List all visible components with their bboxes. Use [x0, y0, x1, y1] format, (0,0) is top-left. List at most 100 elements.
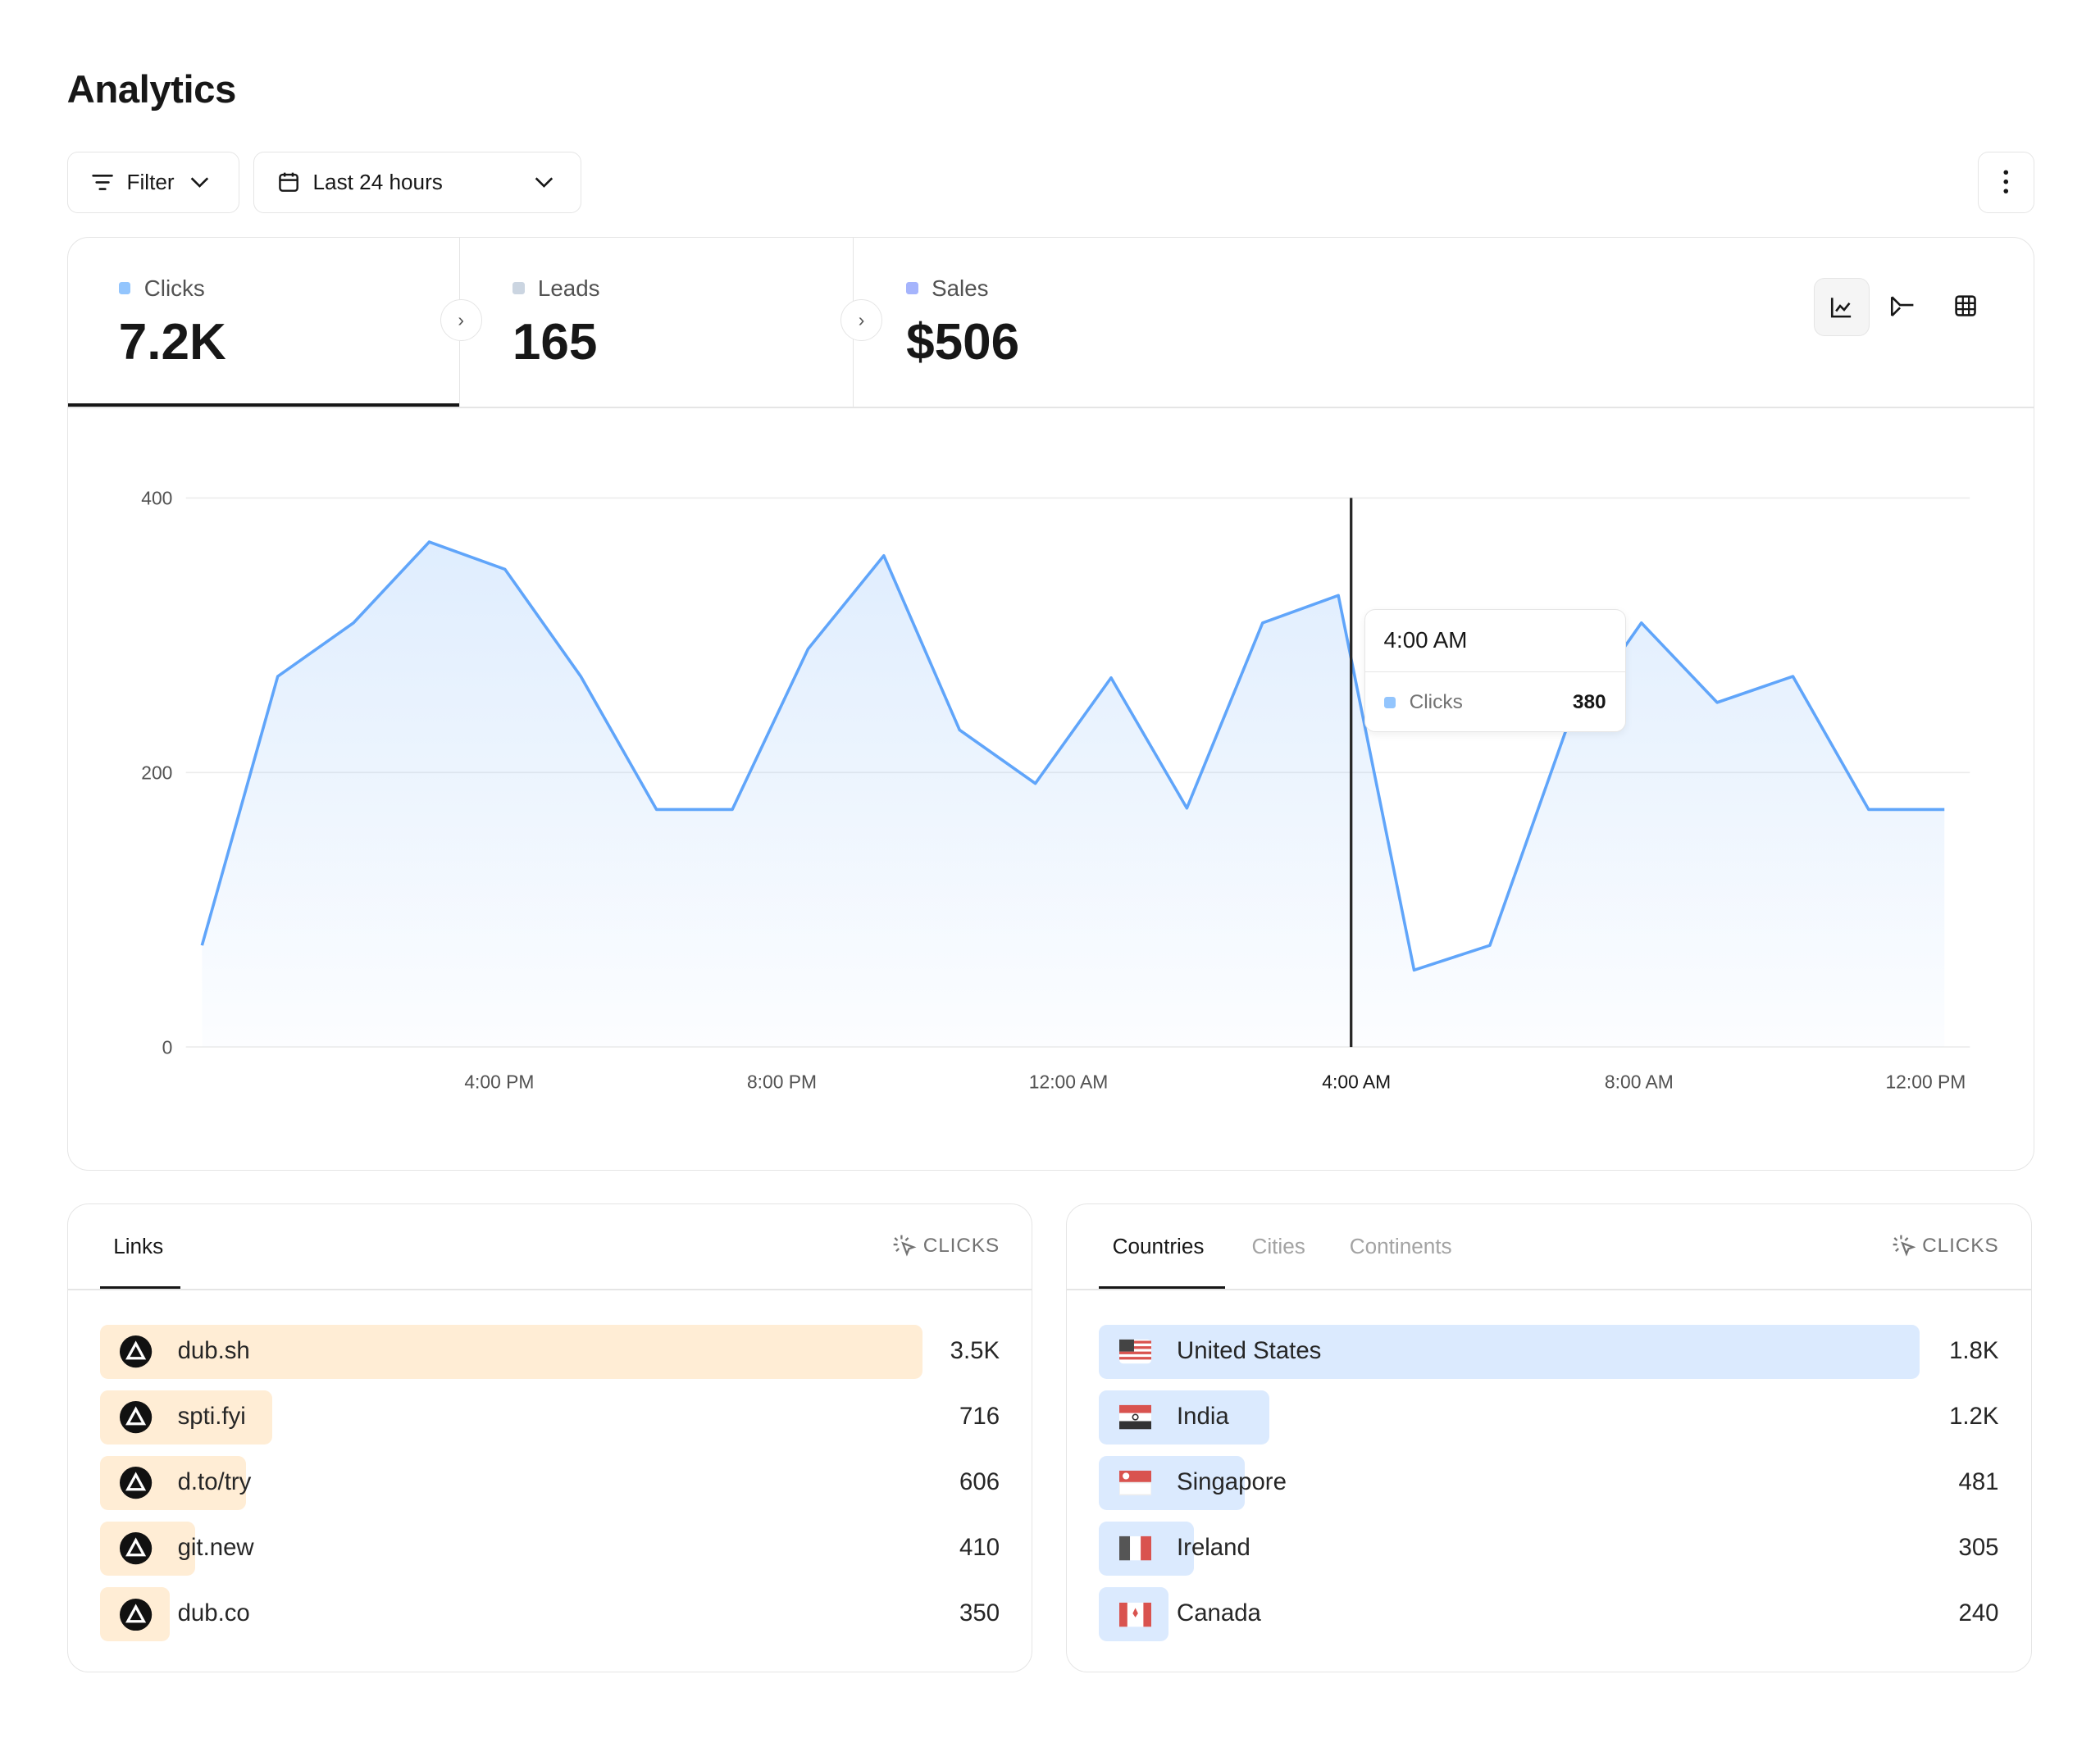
item-label: Singapore — [1177, 1468, 1287, 1496]
metric-clicks[interactable]: Clicks 7.2K — [67, 238, 461, 407]
tab-continents[interactable]: Continents — [1349, 1234, 1452, 1259]
item-value: 481 — [1958, 1468, 1999, 1496]
series-line-clicks — [200, 539, 1944, 971]
metric-name: CLICKS — [1922, 1234, 1999, 1257]
x-tick-label: 12:00 PM — [1885, 1071, 1966, 1092]
x-tick-label: 12:00 AM — [1028, 1071, 1108, 1092]
more-vertical-icon — [2003, 170, 2009, 194]
locations-card: Countries Cities Continents CLICKS Unite… — [1066, 1203, 2032, 1672]
item-label: spti.fyi — [177, 1403, 246, 1431]
date-range-label: Last 24 hours — [312, 169, 443, 194]
item-value: 305 — [1958, 1534, 1999, 1562]
cursor-click-icon — [1893, 1235, 1916, 1257]
list-item[interactable]: git.new 410 — [99, 1522, 1000, 1576]
list-item[interactable]: India 1.2K — [1099, 1390, 1999, 1445]
metric-leads[interactable]: Leads 165 — [460, 238, 853, 407]
tab-countries[interactable]: Countries — [1112, 1234, 1205, 1259]
item-value: 606 — [959, 1468, 1000, 1496]
x-tick-label: 8:00 PM — [747, 1071, 817, 1092]
list-item[interactable]: United States 1.8K — [1099, 1325, 1999, 1379]
metric-sales[interactable]: Sales $506 — [854, 238, 1389, 407]
list-item[interactable]: dub.sh 3.5K — [99, 1325, 1000, 1379]
y-tick-label: 0 — [162, 1036, 172, 1058]
metric-value: 165 — [512, 313, 598, 371]
share-bar — [1099, 1325, 1920, 1379]
tab-cities[interactable]: Cities — [1251, 1234, 1305, 1259]
list-item[interactable]: dub.co 350 — [99, 1587, 1000, 1641]
link-favicon-icon — [120, 1401, 153, 1434]
sales-legend-dot — [906, 282, 918, 295]
tooltip-series-dot — [1383, 696, 1396, 709]
tab-links[interactable]: Links — [113, 1234, 164, 1259]
page-title: Analytics — [66, 67, 237, 111]
y-tick-label: 400 — [141, 487, 172, 508]
table-grid-icon — [1955, 295, 1976, 317]
item-label: dub.co — [177, 1599, 250, 1627]
india-flag-icon — [1118, 1405, 1151, 1430]
list-item[interactable]: spti.fyi 716 — [99, 1390, 1000, 1445]
tooltip-value: 380 — [1572, 691, 1606, 714]
x-tick-label: 8:00 AM — [1605, 1071, 1674, 1092]
item-label: India — [1177, 1403, 1229, 1431]
filter-label: Filter — [126, 169, 175, 194]
item-label: dub.sh — [177, 1337, 250, 1364]
metric-name: CLICKS — [922, 1234, 1000, 1257]
date-range-select[interactable]: Last 24 hours — [253, 151, 581, 213]
list-item[interactable]: Canada 240 — [1099, 1587, 1999, 1641]
item-value: 716 — [959, 1403, 1000, 1431]
funnel-icon — [1890, 296, 1914, 316]
y-tick-label: 200 — [141, 762, 172, 783]
funnel-view-button[interactable] — [1876, 278, 1929, 334]
item-value: 3.5K — [950, 1337, 1000, 1364]
filter-button[interactable]: Filter — [66, 151, 240, 213]
more-options-button[interactable] — [1978, 151, 2034, 213]
metric-label: Sales — [932, 275, 989, 301]
singapore-flag-icon — [1118, 1471, 1151, 1496]
clicks-legend-dot — [118, 282, 131, 295]
list-item[interactable]: Ireland 305 — [1099, 1522, 1999, 1576]
link-favicon-icon — [120, 1598, 153, 1631]
list-item[interactable]: d.to/try 606 — [99, 1456, 1000, 1510]
line-chart-view-button[interactable] — [1814, 278, 1870, 336]
item-label: United States — [1177, 1337, 1322, 1364]
area-fill — [201, 541, 1944, 1047]
filter-icon — [92, 174, 113, 190]
links-card: Links CLICKS dub.sh 3.5K spti.fyi 716 d.… — [66, 1203, 1033, 1672]
tooltip-series: Clicks — [1409, 691, 1463, 714]
item-value: 350 — [959, 1599, 1000, 1627]
us-flag-icon — [1118, 1340, 1151, 1364]
ireland-flag-icon — [1118, 1536, 1151, 1561]
chevron-down-icon — [190, 177, 209, 188]
link-favicon-icon — [120, 1335, 153, 1368]
leads-legend-dot — [512, 282, 525, 295]
metric-value: $506 — [906, 313, 1020, 371]
metric-label: Clicks — [143, 275, 205, 301]
canada-flag-icon — [1118, 1602, 1151, 1627]
item-value: 1.2K — [1949, 1403, 1999, 1431]
share-bar — [99, 1325, 922, 1379]
link-favicon-icon — [120, 1467, 153, 1499]
calendar-icon — [279, 172, 298, 192]
clicks-area-chart[interactable]: 400 200 0 4:00 PM 8:00 PM 12:00 AM 4:00 AM 8:00… — [68, 408, 2034, 1158]
chevron-right-icon: › — [440, 299, 482, 342]
chevron-down-icon — [535, 177, 553, 188]
chart-card: Clicks 7.2K › Leads 165 › Sales $506 400… — [66, 237, 2034, 1171]
clicks-metric-label: CLICKS — [892, 1234, 1000, 1258]
item-label: git.new — [177, 1534, 254, 1562]
item-value: 1.8K — [1949, 1337, 1999, 1364]
tooltip-title: 4:00 AM — [1383, 626, 1468, 653]
clicks-metric-label: CLICKS — [1892, 1234, 1999, 1258]
item-label: Canada — [1177, 1599, 1261, 1627]
item-label: Ireland — [1177, 1534, 1250, 1562]
chart-tooltip: 4:00 AM Clicks 380 — [1364, 608, 1626, 733]
list-item[interactable]: Singapore 481 — [1099, 1456, 1999, 1510]
item-value: 240 — [1958, 1599, 1999, 1627]
x-tick-label: 4:00 PM — [464, 1071, 534, 1092]
metric-label: Leads — [537, 275, 600, 301]
metric-value: 7.2K — [118, 313, 226, 371]
table-view-button[interactable] — [1938, 278, 1992, 334]
link-favicon-icon — [120, 1532, 153, 1565]
cursor-click-icon — [893, 1235, 917, 1257]
chevron-right-icon: › — [840, 299, 883, 342]
item-value: 410 — [959, 1534, 1000, 1562]
